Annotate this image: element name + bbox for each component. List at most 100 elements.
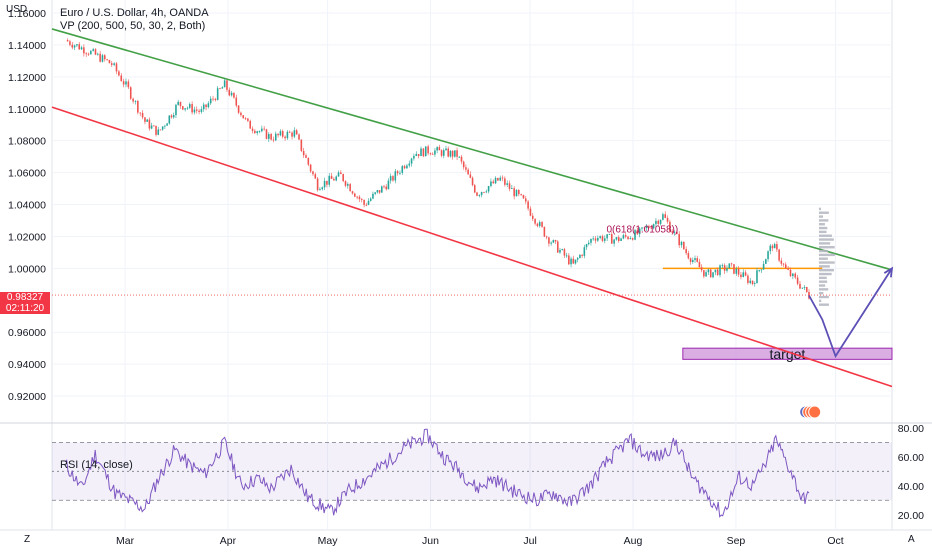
- candle-body: [328, 175, 331, 185]
- time-tick-label: Aug: [624, 535, 643, 547]
- candle-body: [302, 150, 305, 156]
- rsi-tick-label: 80.00: [898, 423, 924, 435]
- price-tick-label: 1.10000: [8, 104, 46, 116]
- candle-body: [515, 189, 518, 197]
- candle-body: [671, 231, 674, 233]
- candle-body: [631, 238, 634, 240]
- time-tick-label: Apr: [220, 535, 237, 547]
- candle-body: [469, 174, 472, 178]
- candle-body: [629, 238, 632, 239]
- candle-body: [458, 156, 461, 158]
- candle-body: [420, 148, 422, 157]
- candle-body: [728, 263, 731, 269]
- projection-path[interactable]: [808, 267, 893, 359]
- price-tick-label: 0.96000: [8, 327, 46, 339]
- candle-body: [599, 236, 601, 239]
- candle-body: [90, 50, 92, 55]
- candle-body: [705, 272, 707, 277]
- price-badge[interactable]: 0.98327 02:11:20: [0, 292, 50, 314]
- candle-body: [431, 153, 434, 155]
- candle-body: [483, 192, 485, 193]
- candle-body: [737, 268, 740, 275]
- candle-body: [228, 89, 231, 96]
- candle-body: [429, 153, 432, 155]
- candle-body: [594, 238, 597, 241]
- target-zone[interactable]: target: [682, 346, 893, 362]
- candle-body: [707, 269, 710, 273]
- volume-profile-bar: [818, 219, 829, 222]
- volume-profile-bar: [818, 280, 828, 283]
- candle-body: [66, 40, 69, 42]
- candle-body: [501, 177, 504, 179]
- candle-body: [650, 227, 653, 229]
- candle-body: [664, 214, 667, 218]
- rsi-tick-label: 40.00: [898, 481, 924, 493]
- candle-body: [94, 49, 97, 55]
- time-tick-label: Sep: [727, 535, 746, 547]
- candle-body: [659, 219, 662, 224]
- candle-body: [751, 280, 754, 285]
- time-tick-label: Mar: [116, 535, 135, 547]
- candle-body: [353, 193, 356, 197]
- candle-body: [73, 45, 76, 48]
- candle-body: [274, 133, 277, 141]
- rsi-panel[interactable]: [52, 428, 892, 518]
- candle-body: [703, 270, 705, 277]
- price-tick-label: 1.12000: [8, 72, 46, 84]
- candle-body: [780, 260, 783, 264]
- candle-body: [769, 245, 772, 252]
- auto-scale-icon[interactable]: A: [908, 534, 915, 545]
- candle-body: [249, 120, 252, 129]
- target-box[interactable]: [682, 347, 893, 360]
- candle-body: [585, 244, 588, 248]
- candle-body: [747, 275, 749, 283]
- candle-body: [634, 230, 636, 240]
- volume-profile-bar: [818, 303, 829, 306]
- candle-body: [511, 188, 513, 189]
- projection-arrow[interactable]: [808, 266, 894, 359]
- candle-body: [195, 109, 198, 111]
- candle-body: [166, 123, 168, 126]
- candle-body: [796, 277, 799, 284]
- volume-profile-bar: [818, 291, 824, 295]
- candle-body: [188, 104, 191, 108]
- candle-body: [529, 208, 532, 216]
- candle-body: [662, 214, 664, 220]
- candle-body: [438, 147, 441, 151]
- candle-body: [110, 63, 113, 65]
- candle-body: [293, 130, 296, 137]
- candle-body: [333, 178, 335, 181]
- candle-body: [223, 80, 226, 88]
- candle-body: [581, 254, 583, 256]
- candle-body: [696, 258, 699, 262]
- lower-channel-line[interactable]: [51, 106, 893, 388]
- candle-body: [141, 112, 144, 118]
- candle-body: [541, 222, 543, 227]
- trendlines[interactable]: [51, 28, 893, 388]
- candle-body: [108, 60, 111, 64]
- candle-body: [497, 177, 499, 181]
- fib-level-label: 0(618(1.01058)): [606, 224, 678, 235]
- candle-body: [592, 238, 594, 240]
- candle-body: [691, 260, 694, 262]
- candle-body: [413, 155, 415, 159]
- candle-body: [451, 150, 454, 157]
- candle-body: [376, 190, 379, 193]
- candle-body: [349, 184, 351, 192]
- upper-channel-line[interactable]: [51, 28, 893, 271]
- candle-body: [403, 166, 406, 169]
- candle-body: [657, 220, 660, 224]
- candle-body: [261, 128, 263, 132]
- candle-body: [347, 184, 349, 186]
- candle-body: [460, 156, 463, 162]
- candle-body: [251, 128, 254, 131]
- timezone-icon[interactable]: Z: [24, 534, 31, 545]
- price-badge-countdown: 02:11:20: [5, 303, 45, 314]
- candle-body: [680, 241, 683, 246]
- candle-body: [548, 237, 550, 244]
- candle-body: [374, 192, 376, 194]
- rsi-line[interactable]: [64, 428, 810, 518]
- candle-body: [801, 287, 804, 289]
